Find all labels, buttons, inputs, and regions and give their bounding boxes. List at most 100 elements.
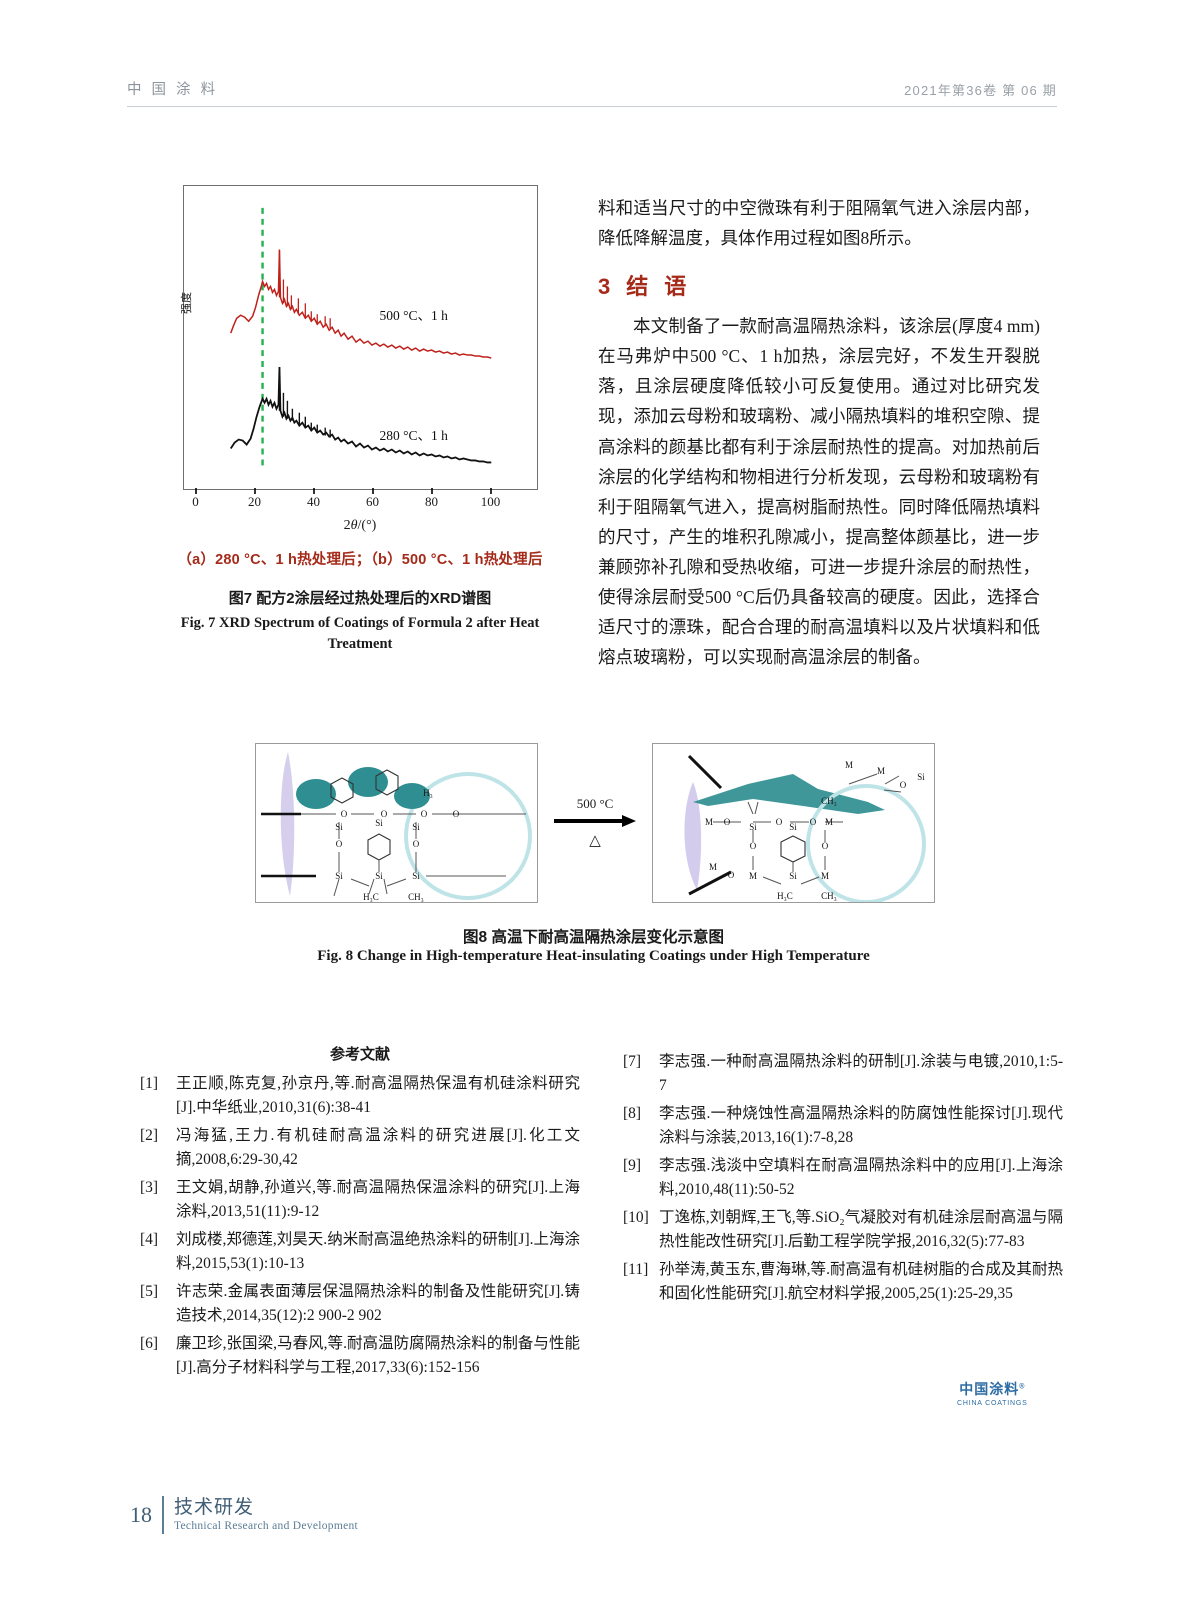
- x-axis-title: 2θ/(°): [140, 518, 580, 534]
- svg-text:O: O: [776, 817, 783, 827]
- paragraph-conclusion: 本文制备了一款耐高温隔热涂料，该涂层(厚度4 mm)在马弗炉中500 °C、1 …: [598, 316, 1040, 668]
- reference-text: 李志强.一种耐高温隔热涂料的研制[J].涂装与电镀,2010,1:5-7: [659, 1053, 1063, 1095]
- svg-text:Si: Si: [375, 818, 383, 828]
- svg-text:Si: Si: [412, 822, 420, 832]
- svg-text:Si: Si: [335, 822, 343, 832]
- reference-item: [8] 李志强.一种烧蚀性高温隔热涂料的防腐蚀性能探讨[J].现代涂料与涂装,2…: [623, 1102, 1063, 1151]
- svg-text:M: M: [821, 871, 829, 881]
- brand-name-en: CHINA COATINGS: [957, 1400, 1028, 1407]
- mica-flake-left: [280, 751, 295, 896]
- reference-text: 李志强.一种烧蚀性高温隔热涂料的防腐蚀性能探讨[J].现代涂料与涂装,2013,…: [659, 1104, 1063, 1147]
- substrate-bonds: [261, 812, 316, 877]
- references-right-column: [7] 李志强.一种耐高温隔热涂料的研制[J].涂装与电镀,2010,1:5-7…: [623, 1050, 1063, 1310]
- fused-glass-layer: [693, 773, 885, 814]
- figure8-caption-cn: 图8 高温下耐高温隔热涂层变化示意图: [463, 929, 724, 946]
- figure7-caption-en-line1: Fig. 7 XRD Spectrum of Coatings of Formu…: [180, 615, 540, 631]
- section-title-char1: 结: [626, 274, 651, 300]
- figure8-caption-en: Fig. 8 Change in High-temperature Heat-i…: [317, 948, 870, 964]
- hollow-microsphere: [404, 771, 532, 900]
- right-column: 料和适当尺寸的中空微珠有利于阻隔氧气进入涂层内部，降低降解温度，具体作用过程如图…: [598, 193, 1040, 672]
- x-tick-40: 40: [307, 494, 320, 509]
- figure7-subcaption: （a）280 °C、1 h热处理后；（b）500 °C、1 h热处理后: [177, 552, 543, 568]
- reference-text: 许志荣.金属表面薄层保温隔热涂料的制备及性能研究[J].铸造技术,2014,35…: [176, 1282, 580, 1325]
- delta-heat-symbol: △: [589, 832, 601, 849]
- left-column: 强度: [140, 185, 580, 655]
- xrd-chart: 强度: [181, 185, 538, 490]
- reference-item: [7] 李志强.一种耐高温隔热涂料的研制[J].涂装与电镀,2010,1:5-7: [623, 1050, 1063, 1099]
- svg-text:Si: Si: [412, 871, 420, 881]
- page-footer: 18 技术研发 Technical Research and Developme…: [130, 1496, 358, 1534]
- reference-number: [6]: [140, 1334, 159, 1352]
- reference-number: [3]: [140, 1178, 159, 1196]
- reference-text: 王正顺,陈克复,孙京丹,等.耐高温隔热保温有机硅涂料研究[J].中华纸业,201…: [176, 1075, 580, 1117]
- reference-text: 孙举涛,黄玉东,曹海琳,等.耐高温有机硅树脂的合成及其耐热和固化性能研究[J].…: [659, 1260, 1063, 1303]
- svg-text:M: M: [709, 862, 717, 872]
- reference-text: 王文娟,胡静,孙道兴,等.耐高温隔热保温涂料的研究[J].上海涂料,2013,5…: [176, 1178, 580, 1221]
- substrate-bonds-after: [687, 754, 732, 895]
- page-number: 18: [130, 1502, 152, 1527]
- issue-info: 2021年第36卷 第 06 期: [904, 83, 1057, 98]
- reference-item: [3] 王文娟,胡静,孙道兴,等.耐高温隔热保温涂料的研究[J].上海涂料,20…: [140, 1176, 580, 1225]
- figure7-caption-en: Fig. 7 XRD Spectrum of Coatings of Formu…: [140, 613, 580, 655]
- reference-item: [5] 许志荣.金属表面薄层保温隔热涂料的制备及性能研究[J].铸造技术,201…: [140, 1280, 580, 1329]
- section-number: 3: [598, 274, 613, 300]
- svg-text:Si: Si: [749, 822, 757, 832]
- reference-item: [6] 廉卫珍,张国梁,马春风,等.耐高温防腐隔热涂料的制备与性能[J].高分子…: [140, 1332, 580, 1381]
- reference-number: [10]: [623, 1208, 649, 1226]
- figure7-caption-cn: 图7 配方2涂层经过热处理后的XRD谱图: [228, 590, 492, 607]
- svg-text:O: O: [750, 841, 757, 851]
- svg-text:O: O: [421, 809, 428, 819]
- footer-divider: [162, 1496, 164, 1534]
- brand-logo: 中国涂料® CHINA COATINGS: [957, 1379, 1028, 1407]
- reference-number: [7]: [623, 1053, 642, 1070]
- reference-item: [1] 王正顺,陈克复,孙京丹,等.耐高温隔热保温有机硅涂料研究[J].中华纸业…: [140, 1072, 580, 1121]
- reference-number: [9]: [623, 1156, 642, 1174]
- reference-text: 丁逸栋,刘朝辉,王飞,等.SiO₂气凝胶对有机硅涂层耐高温与隔热性能改性研究[J…: [659, 1208, 1063, 1251]
- svg-text:CH₃: CH₃: [821, 891, 837, 901]
- x-axis-title-theta: θ: [350, 518, 358, 533]
- reference-item: [10] 丁逸栋,刘朝辉,王飞,等.SiO₂气凝胶对有机硅涂层耐高温与隔热性能改…: [623, 1206, 1063, 1255]
- curve-label-500c: 500 °C、1 h: [379, 308, 448, 323]
- reference-item: [4] 刘成楼,郑德莲,刘昊天.纳米耐高温绝热涂料的研制[J].上海涂料,201…: [140, 1228, 580, 1277]
- reference-number: [1]: [140, 1075, 159, 1092]
- backbone-bonds-after: [713, 773, 902, 884]
- x-tick-20: 20: [248, 494, 261, 509]
- svg-text:O: O: [810, 817, 817, 827]
- registered-mark: ®: [1019, 1383, 1026, 1391]
- atom-labels-before: O O O O Si Si Si O O Si Si Si H₃C CH₃ H₃: [335, 788, 460, 902]
- brand-name-cn-text: 中国涂料: [959, 1381, 1020, 1397]
- curve-500c-peaks: [278, 249, 331, 329]
- reference-number: [2]: [140, 1126, 159, 1144]
- hollow-microsphere-after: [806, 783, 926, 902]
- brand-name-cn: 中国涂料®: [957, 1379, 1028, 1399]
- reference-number: [4]: [140, 1230, 159, 1248]
- page-header: 中 国 涂 料 2021年第36卷 第 06 期: [127, 78, 1057, 99]
- x-tick-100: 100: [480, 494, 501, 509]
- figure8-transition-arrow: 500 °C △: [547, 743, 643, 903]
- arrow-glyph: [554, 814, 636, 827]
- x-tick-60: 60: [366, 494, 379, 509]
- teal-blob-3: [394, 782, 430, 809]
- x-axis-title-prefix: 2: [343, 518, 351, 533]
- x-axis-title-suffix: /(°): [357, 518, 377, 533]
- svg-text:O: O: [336, 839, 343, 849]
- teal-blob-1: [296, 778, 336, 809]
- reference-text: 李志强.浅淡中空填料在耐高温隔热涂料中的应用[J].上海涂料,2010,48(1…: [659, 1156, 1063, 1199]
- references-title: 参考文献: [329, 1046, 390, 1063]
- silicone-structure-before: O O O O Si Si Si O O Si Si Si H₃C CH₃ H₃: [261, 751, 532, 902]
- curve-500c: [229, 249, 491, 359]
- footer-section: 技术研发 Technical Research and Development: [174, 1498, 358, 1532]
- svg-text:O: O: [724, 817, 731, 827]
- figure8-diagram: O O O O Si Si Si O O Si Si Si H₃C CH₃ H₃ 500 °C △: [255, 735, 935, 910]
- svg-text:CH₃: CH₃: [821, 796, 837, 806]
- reference-number: [5]: [140, 1282, 159, 1300]
- references-left-column: 参考文献 [1] 王正顺,陈克复,孙京丹,等.耐高温隔热保温有机硅涂料研究[J]…: [140, 1043, 580, 1384]
- svg-text:M: M: [705, 817, 713, 827]
- mica-flake-left-after: [684, 781, 702, 890]
- reference-number: [8]: [623, 1104, 642, 1122]
